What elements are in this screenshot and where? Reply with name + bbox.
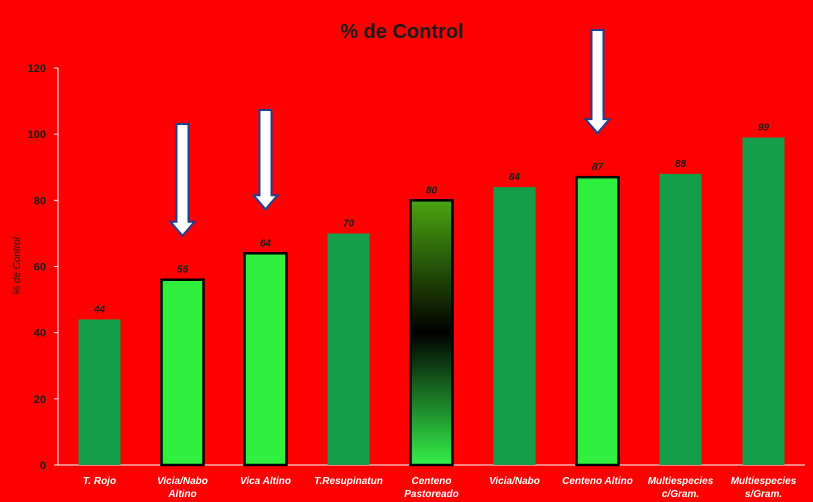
bar — [493, 187, 536, 465]
x-tick-label: Vica Altino — [240, 476, 291, 487]
y-axis-label: % de Control — [12, 236, 23, 295]
down-arrow-icon — [251, 109, 280, 211]
bar — [575, 175, 620, 467]
data-label: 64 — [260, 238, 272, 249]
data-labels: 44 56 64 70 80 84 87 88 99 — [93, 122, 770, 315]
x-tick-label: s/Gram. — [745, 489, 782, 500]
y-tick-label: 20 — [34, 394, 46, 406]
y-tick-label: 120 — [28, 63, 46, 75]
data-label: 44 — [93, 304, 106, 315]
x-tick-label: Pastoreado — [404, 489, 458, 500]
bar — [243, 252, 288, 467]
x-tick-label: T.Resupinatun — [314, 476, 383, 487]
y-tick-label: 80 — [34, 195, 46, 207]
data-label: 56 — [177, 265, 189, 276]
y-tick-label: 40 — [34, 328, 46, 340]
arrows — [168, 29, 612, 238]
data-label: 87 — [592, 162, 604, 173]
data-label: 84 — [509, 172, 521, 183]
x-tick-label: c/Gram. — [662, 489, 699, 500]
data-label: 88 — [675, 159, 687, 170]
chart-title: % de Control — [340, 21, 463, 43]
bar — [160, 278, 205, 467]
bar — [78, 319, 121, 465]
x-tick-label: Vicia/Nabo — [489, 476, 540, 487]
data-label: 80 — [426, 185, 438, 196]
x-tick-label: Multiespecies — [731, 476, 797, 487]
y-tick-label: 0 — [40, 460, 46, 472]
x-ticks: T. Rojo Vicia/Nabo Altino Vica Altino T.Resu… — [83, 476, 797, 500]
bar — [327, 233, 370, 465]
down-arrow-icon — [583, 29, 612, 135]
x-tick-label: Centeno — [412, 476, 452, 487]
x-tick-label: T. Rojo — [83, 476, 116, 487]
y-tick-label: 100 — [28, 129, 46, 141]
bar — [742, 137, 785, 465]
bar — [659, 173, 702, 465]
data-label: 70 — [343, 218, 355, 229]
bar — [409, 199, 454, 467]
x-tick-label: Vicia/Nabo — [157, 476, 208, 487]
x-tick-label: Centeno Altino — [562, 476, 633, 487]
down-arrow-icon — [168, 123, 197, 238]
y-tick-label: 60 — [34, 262, 46, 274]
x-tick-label: Multiespecies — [648, 476, 714, 487]
y-ticks: 0 20 40 60 80 100 120 — [28, 63, 58, 472]
x-tick-label: Altino — [167, 489, 196, 500]
bars — [78, 137, 785, 467]
data-label: 99 — [758, 122, 770, 133]
